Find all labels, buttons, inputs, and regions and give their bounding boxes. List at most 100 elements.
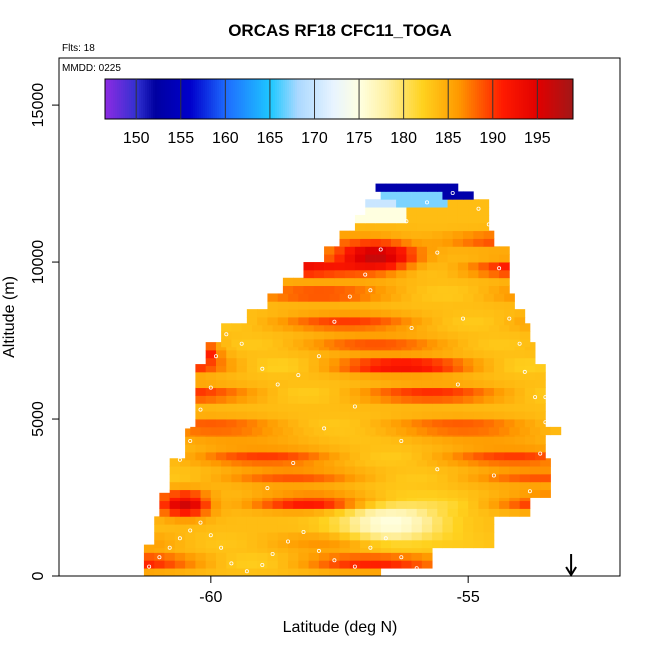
heatmap-cell bbox=[298, 516, 310, 525]
heatmap-cell bbox=[241, 508, 253, 517]
sample-point bbox=[177, 536, 182, 541]
heatmap-cell bbox=[442, 230, 454, 239]
heatmap-cell bbox=[452, 451, 464, 461]
heatmap-cell bbox=[282, 481, 294, 491]
sample-point bbox=[260, 366, 265, 371]
heatmap-cell bbox=[288, 395, 299, 404]
heatmap-cell bbox=[447, 500, 459, 509]
heatmap-cell bbox=[329, 568, 340, 577]
heatmap-cell bbox=[390, 293, 402, 302]
heatmap-cell bbox=[457, 473, 469, 483]
sample-point bbox=[285, 539, 290, 544]
colorbar-swatch bbox=[295, 79, 298, 119]
heatmap-cell bbox=[252, 466, 263, 475]
heatmap-cell bbox=[390, 451, 402, 461]
heatmap-cell bbox=[519, 500, 531, 509]
heatmap-cell bbox=[509, 508, 521, 517]
heatmap-cell bbox=[288, 568, 299, 577]
heatmap-cell bbox=[473, 387, 485, 396]
colorbar-swatch bbox=[161, 79, 164, 119]
heatmap-cell bbox=[205, 357, 217, 367]
heatmap-cell bbox=[241, 426, 253, 436]
heatmap-cell bbox=[215, 371, 227, 381]
heatmap-cell bbox=[401, 532, 412, 541]
heatmap-cell bbox=[293, 508, 304, 517]
heatmap-cell bbox=[385, 508, 397, 517]
heatmap-cell bbox=[298, 395, 310, 404]
colorbar-swatch bbox=[461, 79, 464, 119]
heatmap-cell bbox=[370, 532, 382, 541]
heatmap-cell bbox=[432, 436, 443, 445]
heatmap-cell bbox=[334, 338, 346, 348]
heatmap-cell bbox=[195, 395, 207, 404]
heatmap-cell bbox=[190, 426, 201, 436]
heatmap-cell bbox=[267, 403, 279, 412]
heatmap-cell bbox=[375, 481, 387, 491]
heatmap-cell bbox=[282, 277, 294, 287]
heatmap-cell bbox=[195, 516, 207, 525]
heatmap-cell bbox=[421, 451, 433, 461]
colorbar-swatch bbox=[311, 79, 314, 119]
heatmap-cell bbox=[303, 285, 315, 294]
colorbar-swatch bbox=[423, 79, 426, 119]
heatmap-cell bbox=[267, 301, 279, 310]
heatmap-cell bbox=[252, 473, 263, 483]
sample-point bbox=[435, 467, 440, 472]
heatmap-cell bbox=[298, 436, 310, 445]
heatmap-cell bbox=[257, 539, 268, 549]
colorbar-swatch bbox=[333, 79, 336, 119]
heatmap-cell bbox=[447, 207, 459, 216]
heatmap-cell bbox=[416, 458, 428, 467]
heatmap-cell bbox=[262, 331, 273, 340]
colorbar-swatch bbox=[157, 79, 160, 119]
heatmap-cell bbox=[468, 500, 479, 509]
heatmap-cell bbox=[468, 458, 479, 467]
heatmap-cell bbox=[473, 516, 485, 525]
heatmap-cell bbox=[504, 317, 515, 326]
heatmap-cell bbox=[385, 183, 397, 192]
heatmap-cell bbox=[174, 532, 186, 541]
heatmap-cell bbox=[360, 364, 371, 373]
heatmap-cell bbox=[272, 323, 284, 332]
heatmap-cell bbox=[313, 481, 325, 491]
y-tick-label: 15000 bbox=[30, 83, 47, 128]
heatmap-cell bbox=[390, 317, 402, 326]
sample-point bbox=[414, 566, 419, 571]
heatmap-cell bbox=[344, 262, 356, 271]
heatmap-cell bbox=[241, 500, 253, 509]
heatmap-cell bbox=[349, 539, 361, 549]
heatmap-cell bbox=[308, 403, 320, 412]
heatmap-cell bbox=[385, 473, 397, 483]
heatmap-cell bbox=[200, 500, 212, 509]
heatmap-cell bbox=[360, 411, 371, 420]
heatmap-cell bbox=[499, 323, 510, 332]
heatmap-cell bbox=[267, 419, 279, 428]
heatmap-cell bbox=[406, 338, 418, 348]
heatmap-cell bbox=[262, 466, 273, 475]
heatmap-cell bbox=[411, 191, 423, 200]
heatmap-cell bbox=[257, 387, 268, 396]
heatmap-cell bbox=[421, 230, 433, 239]
heatmap-cell bbox=[457, 338, 469, 348]
sample-point bbox=[198, 520, 203, 525]
colorbar-swatch bbox=[105, 79, 108, 119]
heatmap-cell bbox=[288, 444, 299, 453]
plot-frame bbox=[58, 57, 621, 577]
heatmap-cell bbox=[437, 183, 448, 192]
heatmap-cell bbox=[354, 323, 366, 332]
heatmap-cell bbox=[354, 285, 366, 294]
heatmap-cell bbox=[380, 436, 392, 445]
heatmap-cell bbox=[246, 539, 258, 549]
heatmap-cell bbox=[509, 473, 521, 483]
heatmap-cell bbox=[226, 544, 237, 553]
heatmap-cell bbox=[339, 544, 351, 553]
heatmap-cell bbox=[267, 379, 279, 389]
heatmap-cell bbox=[288, 293, 299, 302]
heatmap-cell bbox=[226, 411, 237, 420]
colorbar-swatch bbox=[465, 79, 468, 119]
heatmap-cell bbox=[421, 317, 433, 326]
heatmap-cell bbox=[179, 473, 191, 483]
heatmap-cell bbox=[303, 466, 315, 475]
heatmap-cell bbox=[169, 458, 181, 467]
heatmap-cell bbox=[483, 230, 495, 239]
